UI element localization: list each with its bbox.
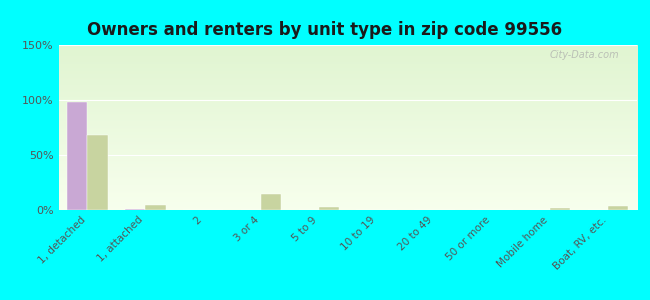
Bar xyxy=(318,207,339,210)
Bar xyxy=(125,209,146,210)
Bar xyxy=(146,205,166,210)
Bar xyxy=(261,194,281,210)
Text: Owners and renters by unit type in zip code 99556: Owners and renters by unit type in zip c… xyxy=(88,21,562,39)
Text: City-Data.com: City-Data.com xyxy=(550,50,619,60)
Bar xyxy=(608,206,629,210)
Bar xyxy=(67,102,87,210)
Bar xyxy=(87,135,108,210)
Bar xyxy=(550,208,571,210)
